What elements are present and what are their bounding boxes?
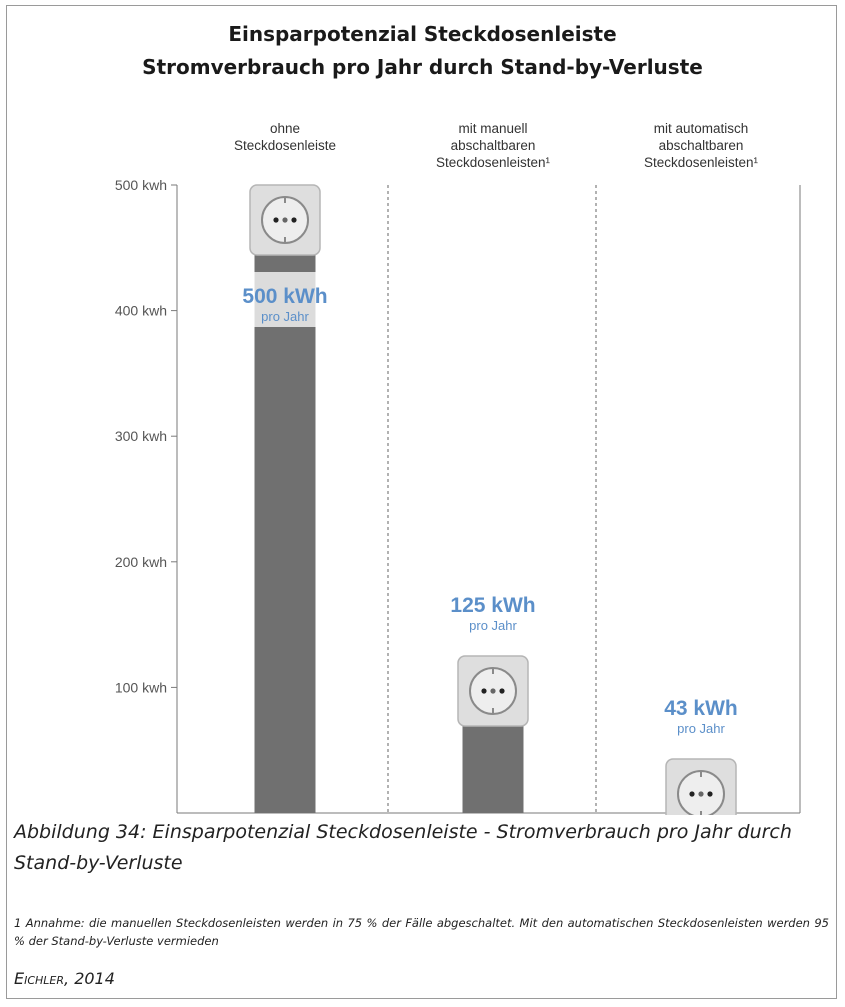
category-label: mit automatisch bbox=[654, 121, 749, 136]
category-label: Steckdosenleiste bbox=[234, 138, 336, 153]
value-sublabel: pro Jahr bbox=[261, 309, 309, 324]
value-sublabel: pro Jahr bbox=[469, 618, 517, 633]
category-label: abschaltbaren bbox=[451, 138, 536, 153]
category-label: ohne bbox=[270, 121, 300, 136]
bar bbox=[254, 255, 316, 813]
socket-pin-hole bbox=[291, 217, 297, 223]
socket-pin-hole bbox=[707, 791, 713, 797]
socket-pin-hole bbox=[689, 791, 695, 797]
footnote: 1 Annahme: die manuellen Steckdosenleist… bbox=[14, 916, 829, 948]
y-tick-label: 200 kwh bbox=[115, 554, 167, 570]
value-label: 125 kWh bbox=[450, 594, 535, 617]
chart-subtitle: Stromverbrauch pro Jahr durch Stand-by-V… bbox=[142, 55, 703, 79]
category-label: Steckdosenleisten¹ bbox=[436, 155, 551, 170]
socket-pin-hole bbox=[273, 217, 279, 223]
figure-caption: Abbildung 34: Einsparpotenzial Steckdose… bbox=[14, 821, 792, 874]
figure-frame bbox=[6, 5, 837, 999]
category-label: mit manuell bbox=[458, 121, 527, 136]
y-tick-label: 400 kwh bbox=[115, 303, 167, 319]
bar-chart: 500 kwh 400 kwh 300 kwh 200 kwh 100 kwh ohne S… bbox=[115, 121, 801, 815]
chart-title: Einsparpotenzial Steckdosenleiste bbox=[228, 22, 617, 46]
value-label: 43 kWh bbox=[664, 697, 738, 720]
socket-center-dot bbox=[282, 217, 288, 223]
y-tick-label: 100 kwh bbox=[115, 679, 167, 695]
category-label: abschaltbaren bbox=[659, 138, 744, 153]
value-label: 500 kWh bbox=[242, 285, 327, 308]
socket-pin-hole bbox=[481, 688, 487, 694]
socket-center-dot bbox=[490, 688, 496, 694]
value-label-background bbox=[254, 272, 316, 327]
y-tick-label: 300 kwh bbox=[115, 428, 167, 444]
bar bbox=[462, 726, 524, 813]
value-sublabel: pro Jahr bbox=[677, 721, 725, 736]
socket-pin-hole bbox=[499, 688, 505, 694]
source-text: Eichler, 2014 bbox=[14, 969, 115, 988]
category-label: Steckdosenleisten¹ bbox=[644, 155, 759, 170]
socket-center-dot bbox=[698, 791, 704, 797]
source-citation: Eichler, 2014 bbox=[14, 969, 115, 988]
y-tick-label: 500 kwh bbox=[115, 177, 167, 193]
